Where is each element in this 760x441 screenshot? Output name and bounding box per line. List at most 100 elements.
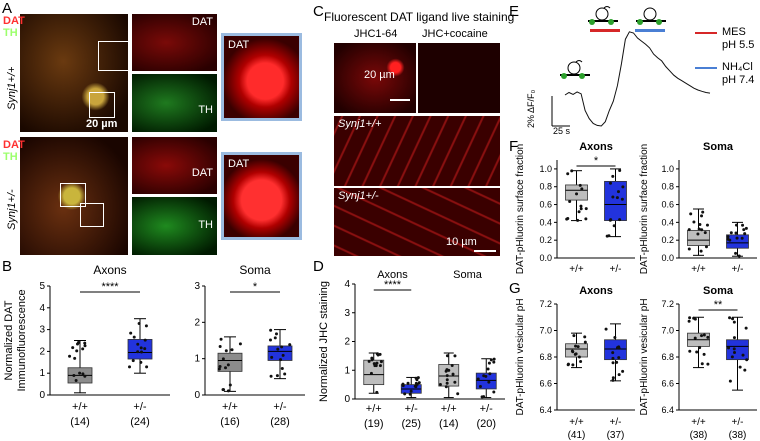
data-point (575, 192, 579, 196)
data-point (687, 319, 691, 323)
data-point (453, 354, 457, 358)
data-point (444, 369, 448, 373)
channel-label-dat: DAT (3, 15, 25, 27)
data-point (482, 374, 486, 378)
data-point (737, 254, 741, 258)
data-point (692, 220, 696, 224)
y-axis-label-2: Immunofluorescence (16, 289, 28, 391)
data-point (238, 342, 242, 346)
y-tick-label: 1 (39, 368, 45, 379)
x-category-label: +/- (405, 403, 418, 415)
box (604, 339, 627, 361)
data-point (615, 196, 619, 200)
x-category-label: +/+ (72, 401, 88, 413)
x-category-label: +/- (480, 403, 493, 415)
chart-g-soma: 6.4 6.6 6.8 7.0 7.2 DAT-pHluorin vesicular pH… (639, 285, 757, 441)
x-count-label: (19) (364, 418, 384, 430)
y-tick-label: 7.2 (539, 299, 552, 309)
data-point (732, 336, 736, 340)
data-point (132, 335, 136, 339)
ves-icon-3 (636, 7, 666, 25)
data-point (571, 350, 575, 354)
significance-label: * (594, 155, 599, 167)
micrograph-jhc: 20 µm (334, 43, 416, 113)
data-point (699, 249, 703, 253)
data-point (445, 354, 449, 358)
y-tick-label: 6.4 (539, 405, 552, 415)
data-point (617, 356, 621, 360)
significance-label: * (253, 281, 258, 293)
y-tick-label: 0.6 (661, 200, 674, 210)
data-point (269, 374, 273, 378)
y-tick-label: 4 (39, 303, 45, 314)
roi-box-soma-het (60, 183, 86, 207)
panel-c-col1: JHC1-64 (354, 28, 398, 40)
data-point (734, 231, 738, 235)
x-category-label: +/- (610, 264, 622, 275)
data-point (576, 218, 580, 222)
scale-label-top: 20 µm (364, 69, 395, 81)
data-point (734, 251, 738, 255)
panel-letter-a: A (2, 0, 13, 17)
data-point (373, 364, 377, 368)
data-point (700, 334, 704, 338)
x-category-label: +/- (610, 417, 622, 428)
x-category-label: +/- (273, 401, 286, 413)
group-label-axons: Axons (377, 269, 408, 281)
significance-label: **** (384, 279, 402, 291)
micrograph-het-zoom: DAT (221, 152, 302, 240)
panel-c-title: Fluorescent DAT ligand live staining (324, 10, 515, 24)
legend-mes-line1: MES (722, 26, 746, 38)
panel-letter-b: B (2, 258, 13, 275)
data-point (128, 365, 132, 369)
data-point (456, 392, 460, 396)
data-point (451, 372, 455, 376)
data-point (735, 236, 739, 240)
x-count-label: (14) (439, 418, 459, 430)
micrograph-het-dat-inset: DAT (132, 137, 217, 194)
data-point (488, 372, 492, 376)
y-tick-label: 3 (344, 308, 350, 319)
data-point (578, 183, 582, 187)
significance-label: ** (714, 299, 723, 311)
x-category-label: +/+ (441, 403, 457, 415)
data-point (72, 374, 76, 378)
y-tick-label: 2 (194, 317, 200, 328)
x-count-label: (38) (690, 430, 708, 441)
y-axis-label: Normalized DAT (3, 300, 15, 380)
data-point (583, 340, 587, 344)
row-label-wt: Synj1+/+ (338, 118, 382, 130)
y-tick-label: 7.0 (661, 326, 674, 336)
data-point (369, 371, 373, 375)
data-point (688, 349, 692, 353)
data-point (611, 356, 615, 360)
legend-swatch-mes (695, 32, 717, 34)
box (438, 364, 460, 387)
data-point (73, 356, 77, 360)
y-tick-label: 1.0 (661, 164, 674, 174)
micrograph-het-th-inset: TH (132, 197, 217, 255)
data-point (139, 346, 143, 350)
y-tick-label: 1 (344, 365, 350, 376)
data-point (738, 365, 742, 369)
data-point (571, 363, 575, 367)
micrograph-wt-overlay (20, 14, 128, 132)
data-point (280, 345, 284, 349)
micrograph-wt-dat-inset: DAT (132, 14, 217, 71)
data-point (612, 224, 616, 228)
y-tick-label: 1 (194, 354, 200, 365)
y-tick-label: 6.8 (661, 352, 674, 362)
data-point (283, 372, 287, 376)
panel-letter-d: D (313, 258, 324, 275)
scale-y-label: 2% ΔF/F₀ (526, 89, 536, 128)
data-point (693, 336, 697, 340)
data-point (492, 390, 496, 394)
data-point (273, 336, 277, 340)
data-point (618, 218, 622, 222)
data-point (698, 346, 702, 350)
data-point (611, 351, 615, 355)
data-point (696, 232, 700, 236)
y-tick-label: 3 (194, 281, 200, 292)
panel-letter-g: G (509, 280, 521, 297)
data-point (609, 218, 613, 222)
